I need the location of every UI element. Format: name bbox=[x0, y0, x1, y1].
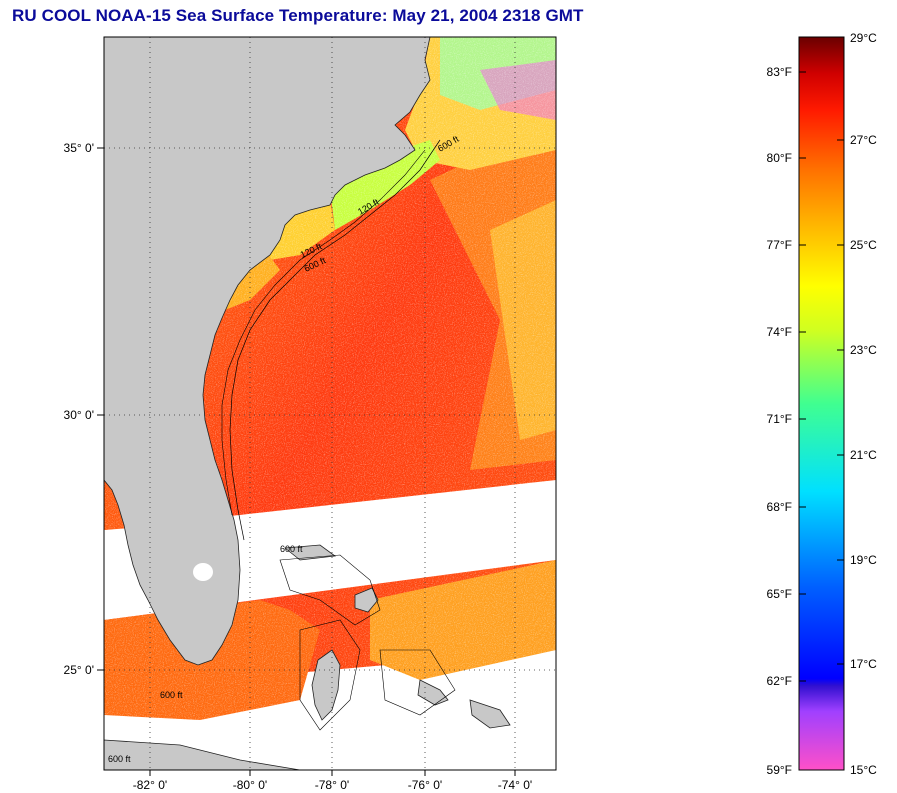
lake-okeechobee bbox=[193, 563, 213, 581]
land-cuba bbox=[104, 739, 301, 770]
colorbar-f-label: 65°F bbox=[767, 587, 792, 601]
lat-label: 30° 0' bbox=[64, 408, 94, 422]
lon-label: -82° 0' bbox=[133, 778, 167, 792]
land-abaco bbox=[354, 587, 379, 613]
colorbar-f-label: 71°F bbox=[767, 412, 792, 426]
colorbar-f-label: 83°F bbox=[767, 65, 792, 79]
lat-label: 25° 0' bbox=[64, 663, 94, 677]
colorbar-c-label: 27°C bbox=[850, 133, 877, 147]
colorbar-c-label: 17°C bbox=[850, 657, 877, 671]
colorbar-f-label: 80°F bbox=[767, 151, 792, 165]
lat-label: 35° 0' bbox=[64, 141, 94, 155]
contour-label: 600 ft bbox=[160, 690, 183, 700]
colorbar-c-label: 29°C bbox=[850, 31, 877, 45]
map-frame bbox=[103, 36, 557, 771]
lon-label: -78° 0' bbox=[315, 778, 349, 792]
colorbar-c-label: 25°C bbox=[850, 238, 877, 252]
colorbar-c-label: 21°C bbox=[850, 448, 877, 462]
contour-label: 600 ft bbox=[280, 544, 303, 554]
colorbar-c-label: 23°C bbox=[850, 343, 877, 357]
colorbar-f-label: 68°F bbox=[767, 500, 792, 514]
map-title: RU COOL NOAA-15 Sea Surface Temperature:… bbox=[12, 6, 584, 25]
colorbar-f-label: 74°F bbox=[767, 325, 792, 339]
graticule bbox=[104, 37, 556, 770]
land-andros bbox=[311, 649, 341, 721]
colorbar-c-label: 15°C bbox=[850, 763, 877, 777]
colorbar-f-label: 59°F bbox=[767, 763, 792, 777]
colorbar-f-label: 77°F bbox=[767, 238, 792, 252]
lon-label: -74° 0' bbox=[498, 778, 532, 792]
contour-600ft bbox=[229, 139, 441, 541]
map-panel: 600 ft 120 ft 600 ft 120 ft 600 ft 600 f… bbox=[104, 37, 556, 770]
contour-label: 600 ft bbox=[108, 754, 131, 764]
colorbar-c-label: 19°C bbox=[850, 553, 877, 567]
land-us-southeast bbox=[104, 37, 431, 666]
contour-120ft bbox=[221, 149, 426, 516]
lon-label: -76° 0' bbox=[408, 778, 442, 792]
colorbar bbox=[798, 36, 845, 771]
colorbar-f-label: 62°F bbox=[767, 674, 792, 688]
lon-label: -80° 0' bbox=[233, 778, 267, 792]
